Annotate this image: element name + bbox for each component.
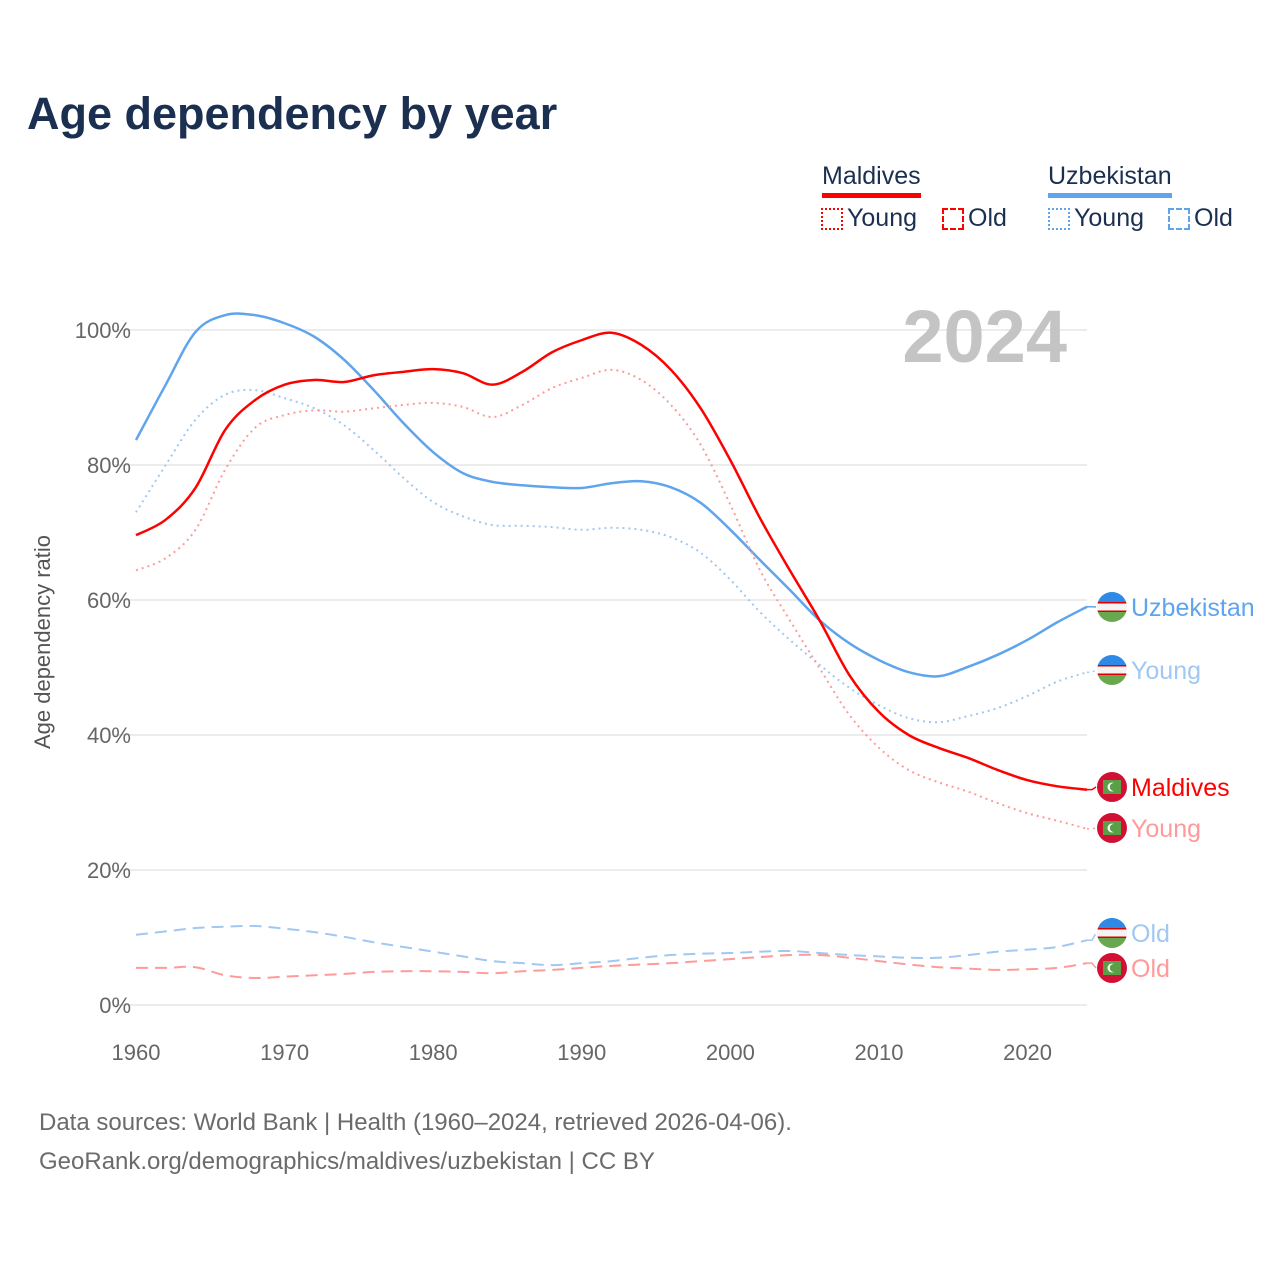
uzbekistan-flag-icon xyxy=(1097,655,1127,685)
x-tick-label: 1980 xyxy=(409,1040,458,1065)
uzbekistan-flag-icon xyxy=(1097,592,1127,622)
end-label: Old xyxy=(1131,920,1170,948)
legend-label: Old xyxy=(1194,204,1233,232)
x-tick-label: 2010 xyxy=(854,1040,903,1065)
series-line-uzbekistan-old[interactable] xyxy=(135,924,1088,967)
legend-uzbekistan-young[interactable]: Young xyxy=(1048,204,1144,233)
uzbekistan-flag-icon xyxy=(1097,918,1127,948)
leader-line xyxy=(1087,786,1097,791)
legend-uzbekistan[interactable]: Uzbekistan xyxy=(1048,162,1172,198)
legend-label: Young xyxy=(847,204,917,232)
y-tick-label: 60% xyxy=(87,588,131,613)
legend-maldives-old[interactable]: Old xyxy=(942,204,1007,233)
leader-line xyxy=(1087,962,1097,969)
series-line-uzbekistan-young[interactable] xyxy=(135,388,1088,724)
y-tick-label: 40% xyxy=(87,723,131,748)
series-line-maldives-young[interactable] xyxy=(135,368,1088,830)
x-tick-label: 1960 xyxy=(112,1040,161,1065)
legend-label: Young xyxy=(1074,204,1144,232)
footer-link[interactable]: GeoRank.org/demographics/maldives/uzbeki… xyxy=(39,1148,655,1175)
dashed-swatch-icon xyxy=(942,207,964,230)
x-tick-label: 2020 xyxy=(1003,1040,1052,1065)
x-tick-label: 1990 xyxy=(557,1040,606,1065)
leader-line xyxy=(1087,932,1097,941)
year-label: 2024 xyxy=(902,295,1067,378)
y-tick-label: 0% xyxy=(99,993,131,1018)
maldives-flag-icon xyxy=(1097,953,1127,983)
end-label: Young xyxy=(1131,815,1201,843)
end-label: Maldives xyxy=(1131,774,1230,802)
legend-maldives[interactable]: Maldives xyxy=(822,162,921,198)
dashed-swatch-icon xyxy=(1168,207,1190,230)
end-label: Young xyxy=(1131,657,1201,685)
y-axis-label: Age dependency ratio xyxy=(30,535,55,749)
maldives-flag-icon xyxy=(1097,772,1127,802)
series-line-uzbekistan[interactable] xyxy=(134,312,1088,678)
chart-title: Age dependency by year xyxy=(27,88,558,139)
x-tick-label: 1970 xyxy=(260,1040,309,1065)
dotted-swatch-icon xyxy=(1048,207,1070,230)
y-tick-label: 80% xyxy=(87,453,131,478)
dotted-swatch-icon xyxy=(821,207,843,230)
series-line-maldives[interactable] xyxy=(135,331,1088,791)
legend-maldives-young[interactable]: Young xyxy=(821,204,917,233)
maldives-flag-icon xyxy=(1097,813,1127,843)
footer-sources: Data sources: World Bank | Health (1960–… xyxy=(39,1109,792,1136)
x-tick-label: 2000 xyxy=(706,1040,755,1065)
leader-line xyxy=(1087,669,1097,673)
legend-uzbekistan-old[interactable]: Old xyxy=(1168,204,1233,233)
leader-line xyxy=(1087,827,1097,830)
y-tick-label: 100% xyxy=(75,318,131,343)
y-tick-label: 20% xyxy=(87,858,131,883)
end-label: Old xyxy=(1131,955,1170,983)
legend-label: Old xyxy=(968,204,1007,232)
series-line-maldives-old[interactable] xyxy=(135,953,1088,980)
end-label: Uzbekistan xyxy=(1131,594,1255,622)
